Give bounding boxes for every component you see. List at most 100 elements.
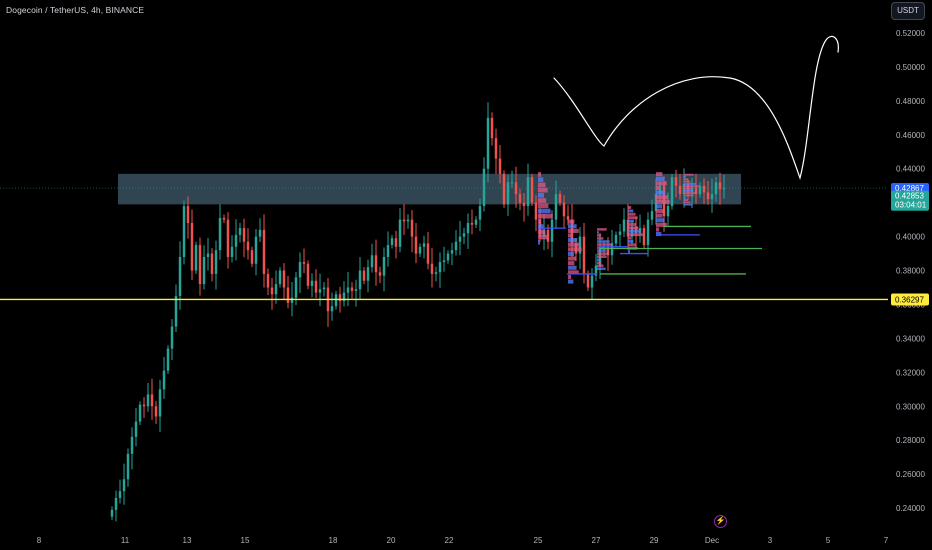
candle-body — [110, 509, 114, 517]
candle-body — [342, 292, 346, 302]
time-axis[interactable]: 8 11 13 15 18 20 22 25 27 29 Dec 3 5 7 — [37, 536, 889, 545]
candle-body — [454, 241, 458, 251]
candle-body — [394, 238, 398, 247]
candle-body — [198, 245, 202, 285]
candle-body — [270, 287, 274, 295]
candle-body — [418, 246, 422, 254]
candle — [414, 223, 418, 264]
volume-profile-bar — [628, 250, 630, 254]
candle — [146, 382, 150, 412]
candle-body — [714, 182, 718, 195]
candle — [698, 182, 702, 198]
candle-body — [610, 243, 614, 256]
candle-body — [154, 406, 158, 417]
candle — [190, 209, 194, 281]
candle — [426, 231, 430, 270]
resistance-zone[interactable] — [118, 173, 741, 205]
candle-body — [694, 187, 698, 195]
candle — [482, 157, 486, 212]
candle-body — [138, 404, 142, 422]
candle — [310, 273, 314, 298]
volume-profile — [597, 228, 612, 271]
candle — [494, 128, 498, 175]
volume-profile-bar — [538, 203, 549, 209]
candle-body — [562, 202, 566, 217]
candle — [194, 241, 198, 274]
candle-body — [546, 229, 550, 242]
candle — [510, 170, 514, 188]
support-price-tag: 0.36297 — [891, 293, 929, 306]
volume-profile-bar — [538, 229, 546, 235]
candle-body — [618, 231, 622, 235]
candle-body — [606, 246, 610, 256]
volume-profile-bar — [568, 247, 582, 252]
candle — [638, 214, 642, 243]
candle — [394, 230, 398, 259]
candle-body — [218, 217, 222, 251]
volume-profile-bar — [568, 224, 577, 229]
candle-body — [282, 270, 286, 288]
volume-profile-bar — [538, 213, 553, 219]
candle-body — [186, 206, 190, 224]
candle-body — [174, 296, 178, 327]
candle-body — [550, 219, 554, 242]
candle-body — [386, 245, 390, 257]
candle-body — [462, 233, 466, 237]
candle-body — [246, 241, 250, 251]
candle-body — [522, 202, 526, 207]
candle-body — [406, 219, 410, 222]
volume-profile-bar — [684, 201, 691, 204]
candle — [282, 263, 286, 300]
candle-body — [378, 272, 382, 276]
candle — [142, 397, 146, 418]
projection-drawing[interactable] — [553, 35, 839, 181]
candle-body — [314, 280, 318, 293]
candle-body — [474, 219, 478, 225]
projection-drawing-layer — [553, 35, 839, 181]
volume-profile-bar — [538, 192, 544, 198]
candle — [462, 227, 466, 245]
candle-body — [382, 256, 386, 276]
time-tick-label: 29 — [650, 536, 659, 545]
candle — [374, 239, 378, 286]
candle-body — [134, 421, 138, 437]
candle — [366, 259, 370, 293]
price-tick-label: 0.46000 — [896, 131, 925, 140]
candle-body — [402, 219, 406, 222]
candle-body — [234, 234, 238, 247]
price-axis[interactable]: 0.520000.500000.480000.460000.440000.420… — [896, 29, 925, 513]
candle — [622, 208, 626, 237]
candle — [182, 200, 186, 265]
volume-profile-bar — [628, 212, 636, 216]
candle — [470, 209, 474, 235]
candle-body — [426, 243, 430, 264]
candle — [390, 234, 394, 249]
candle-body — [674, 177, 678, 186]
candle — [294, 271, 298, 306]
volume-profile-bar — [568, 270, 579, 275]
currency-button[interactable]: USDT — [891, 2, 925, 20]
lightning-icon[interactable]: ⚡ — [714, 515, 727, 528]
candle — [674, 169, 678, 198]
candle-body — [434, 272, 438, 274]
volume-profile-bar — [628, 226, 639, 230]
volume-profile-bar — [538, 172, 542, 177]
candle-body — [306, 263, 310, 286]
candle — [554, 180, 558, 230]
candle — [358, 256, 362, 299]
price-tick-label: 0.48000 — [896, 97, 925, 106]
candle-body — [530, 177, 534, 203]
volume-profile — [568, 219, 582, 284]
candle-body — [358, 270, 362, 290]
candle — [318, 273, 322, 307]
candle-body — [410, 219, 414, 237]
candle-body — [214, 250, 218, 274]
candle-body — [498, 158, 502, 174]
candle-body — [622, 219, 626, 232]
candle-body — [290, 297, 294, 303]
candle-body — [302, 262, 306, 264]
candle — [594, 253, 598, 282]
candle — [498, 144, 502, 184]
candle — [214, 240, 218, 290]
